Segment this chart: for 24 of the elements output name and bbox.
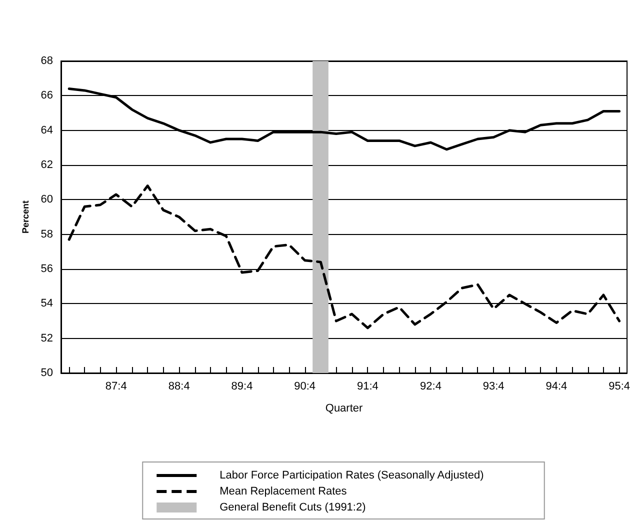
legend-label: General Benefit Cuts (1991:2): [220, 502, 366, 514]
x-tick-label: 90:4: [294, 380, 316, 392]
x-tick-label: 92:4: [420, 380, 442, 392]
y-axis-title: Percent: [20, 200, 30, 234]
y-tick-label: 68: [40, 55, 53, 67]
x-tick-label: 93:4: [482, 380, 504, 392]
y-tick-label: 64: [40, 124, 53, 136]
x-tick-label: 88:4: [168, 380, 190, 392]
x-tick-label: 87:4: [105, 380, 127, 392]
x-tick-label: 94:4: [546, 380, 568, 392]
y-tick-label: 52: [40, 332, 53, 344]
legend-label: Mean Replacement Rates: [220, 486, 348, 498]
y-tick-label: 66: [40, 90, 53, 102]
x-tick-label: 95:4: [608, 380, 630, 392]
y-tick-label: 54: [40, 298, 53, 310]
y-tick-label: 50: [40, 367, 53, 379]
y-tick-label: 58: [40, 228, 53, 240]
y-tick-label: 62: [40, 159, 53, 171]
x-tick-label: 89:4: [231, 380, 253, 392]
y-tick-label: 60: [40, 194, 53, 206]
x-axis-title: Quarter: [325, 402, 363, 414]
legend-label: Labor Force Participation Rates (Seasonally Adjusted): [220, 470, 484, 482]
y-tick-label: 56: [40, 263, 53, 275]
x-tick-label: 91:4: [356, 380, 378, 392]
